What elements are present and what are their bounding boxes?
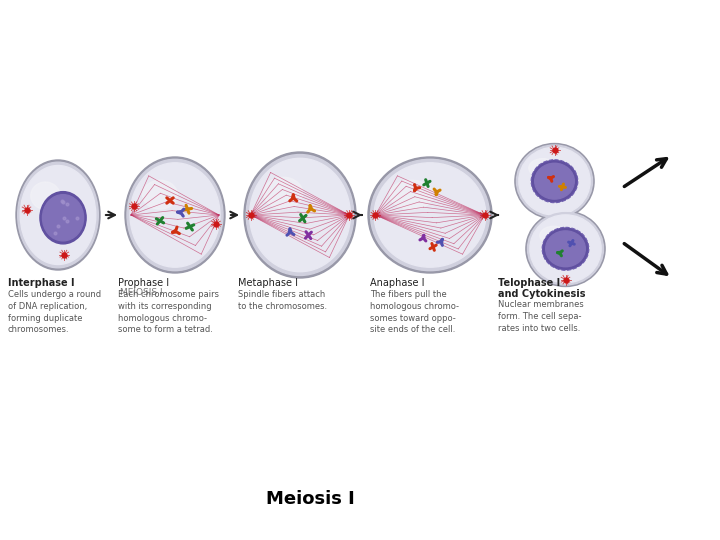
Ellipse shape <box>532 160 577 202</box>
Ellipse shape <box>543 228 588 269</box>
Text: Cells undergo a round
of DNA replication,
forming duplicate
chromosomes.: Cells undergo a round of DNA replication… <box>8 290 101 334</box>
Ellipse shape <box>143 180 178 209</box>
Ellipse shape <box>368 157 492 273</box>
Ellipse shape <box>264 177 303 208</box>
Ellipse shape <box>20 165 96 265</box>
Ellipse shape <box>125 157 225 273</box>
Ellipse shape <box>535 163 575 199</box>
Text: Spindle fibers attach
to the chromosomes.: Spindle fibers attach to the chromosomes… <box>238 290 327 311</box>
Ellipse shape <box>127 159 223 271</box>
Text: Telophase I: Telophase I <box>498 278 560 288</box>
Text: Each chromosome pairs
with its corresponding
homologous chromo-
some to form a t: Each chromosome pairs with its correspon… <box>118 290 219 334</box>
Ellipse shape <box>516 145 593 218</box>
Ellipse shape <box>519 147 590 215</box>
Ellipse shape <box>528 159 557 178</box>
Ellipse shape <box>371 159 490 271</box>
Ellipse shape <box>40 192 86 244</box>
Ellipse shape <box>546 231 585 267</box>
Text: The fibers pull the
homologous chromo-
somes toward oppo-
site ends of the cell.: The fibers pull the homologous chromo- s… <box>370 290 459 334</box>
Ellipse shape <box>374 163 486 267</box>
Ellipse shape <box>528 213 603 285</box>
Text: and Cytokinesis: and Cytokinesis <box>498 289 585 299</box>
Ellipse shape <box>250 158 351 272</box>
Ellipse shape <box>31 182 60 210</box>
Text: Metaphase I: Metaphase I <box>238 278 298 288</box>
Ellipse shape <box>515 144 594 219</box>
Text: Interphase I: Interphase I <box>8 278 74 288</box>
Text: Meiosis I: Meiosis I <box>266 490 354 508</box>
Text: Anaphase I: Anaphase I <box>370 278 425 288</box>
Ellipse shape <box>540 226 567 245</box>
Text: Nuclear membranes
form. The cell sepa-
rates into two cells.: Nuclear membranes form. The cell sepa- r… <box>498 300 584 333</box>
Ellipse shape <box>390 180 433 209</box>
Ellipse shape <box>244 152 356 278</box>
Ellipse shape <box>42 194 84 241</box>
Ellipse shape <box>16 160 100 270</box>
Ellipse shape <box>530 215 601 283</box>
Ellipse shape <box>18 162 99 268</box>
Text: MEIOSIS I: MEIOSIS I <box>120 288 163 297</box>
Ellipse shape <box>246 154 354 275</box>
Text: Prophase I: Prophase I <box>118 278 169 288</box>
Ellipse shape <box>130 163 220 267</box>
Ellipse shape <box>526 211 605 287</box>
